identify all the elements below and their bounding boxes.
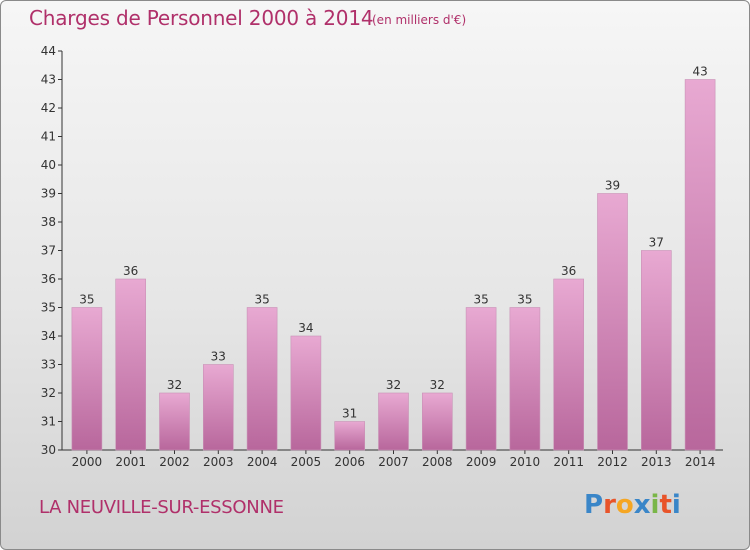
x-tick-label: 2002 (159, 455, 190, 469)
y-tick-label: 40 (41, 158, 56, 172)
x-tick-label: 2005 (291, 455, 322, 469)
data-label-2009: 35 (473, 293, 488, 307)
bars (71, 79, 716, 451)
x-tick-label: 2012 (597, 455, 628, 469)
bar-2000 (71, 307, 103, 451)
y-tick-label: 37 (41, 244, 56, 258)
data-label-2006: 31 (342, 407, 357, 421)
bar-2014 (684, 79, 716, 451)
y-tick-label: 33 (41, 358, 56, 372)
logo-letter: t (659, 490, 672, 520)
logo-letter: i (671, 490, 681, 520)
x-tick-label: 2003 (203, 455, 234, 469)
bar-2010 (509, 307, 541, 451)
y-tick-label: 43 (41, 73, 56, 87)
proxiti-logo[interactable]: Proxiti (584, 490, 681, 520)
data-label-2011: 36 (561, 264, 576, 278)
bar-2008 (421, 392, 453, 451)
y-tick-label: 41 (41, 130, 56, 144)
x-tick-label: 2009 (466, 455, 497, 469)
bar-2009 (465, 307, 497, 451)
logo-letter: r (603, 490, 616, 520)
bar-2003 (203, 364, 234, 451)
y-tick-label: 30 (41, 443, 56, 457)
data-label-2001: 36 (123, 264, 138, 278)
x-tick-label: 2011 (553, 455, 584, 469)
y-tick-label: 31 (41, 415, 56, 429)
y-tick-label: 36 (41, 272, 56, 286)
y-tick-label: 39 (41, 187, 56, 201)
y-tick-label: 32 (41, 386, 56, 400)
data-label-2003: 33 (211, 350, 226, 364)
bar-2006 (334, 421, 366, 451)
logo-letter: o (615, 490, 634, 520)
x-tick-label: 2014 (685, 455, 716, 469)
x-tick-label: 2007 (378, 455, 409, 469)
y-tick-label: 38 (41, 215, 56, 229)
x-tick-label: 2006 (334, 455, 365, 469)
logo-letter: i (650, 490, 660, 520)
x-tick-label: 2001 (115, 455, 146, 469)
data-label-2002: 32 (167, 378, 182, 392)
data-label-2013: 37 (649, 236, 664, 250)
bar-2013 (640, 250, 672, 451)
x-tick-label: 2013 (641, 455, 672, 469)
bar-2002 (159, 392, 190, 451)
bar-2005 (290, 335, 322, 451)
labels: 2000 35 2001 36 2002 32 2003 33 2004 35 2005 34 2006… (72, 65, 716, 470)
chart-title: Charges de Personnel 2000 à 2014 (29, 6, 374, 30)
logo-letter: P (584, 490, 604, 520)
data-label-2012: 39 (605, 179, 620, 193)
bar-2012 (597, 193, 628, 451)
x-tick-label: 2004 (247, 455, 278, 469)
data-label-2004: 35 (254, 293, 269, 307)
x-tick-label: 2008 (422, 455, 453, 469)
x-tick-label: 2000 (72, 455, 103, 469)
bar-2007 (378, 392, 409, 451)
logo-letter: x (633, 490, 651, 520)
data-label-2008: 32 (430, 378, 445, 392)
bar-2001 (115, 278, 146, 451)
axes: 30 31 32 33 34 35 36 37 38 39 40 41 42 43 44 (41, 44, 723, 457)
y-tick-label: 34 (41, 329, 56, 343)
data-label-2000: 35 (79, 293, 94, 307)
data-label-2005: 34 (298, 321, 313, 335)
x-tick-label: 2010 (510, 455, 541, 469)
y-tick-label: 44 (41, 44, 56, 58)
chart-unit-label: (en milliers d'€) (372, 13, 467, 27)
data-label-2007: 32 (386, 378, 401, 392)
bar-2011 (553, 278, 585, 451)
y-tick-label: 35 (41, 301, 56, 315)
data-label-2010: 35 (517, 293, 532, 307)
commune-name: LA NEUVILLE-SUR-ESSONNE (39, 497, 284, 518)
data-label-2014: 43 (692, 65, 707, 79)
y-tick-label: 42 (41, 101, 56, 115)
bar-2004 (246, 307, 278, 451)
